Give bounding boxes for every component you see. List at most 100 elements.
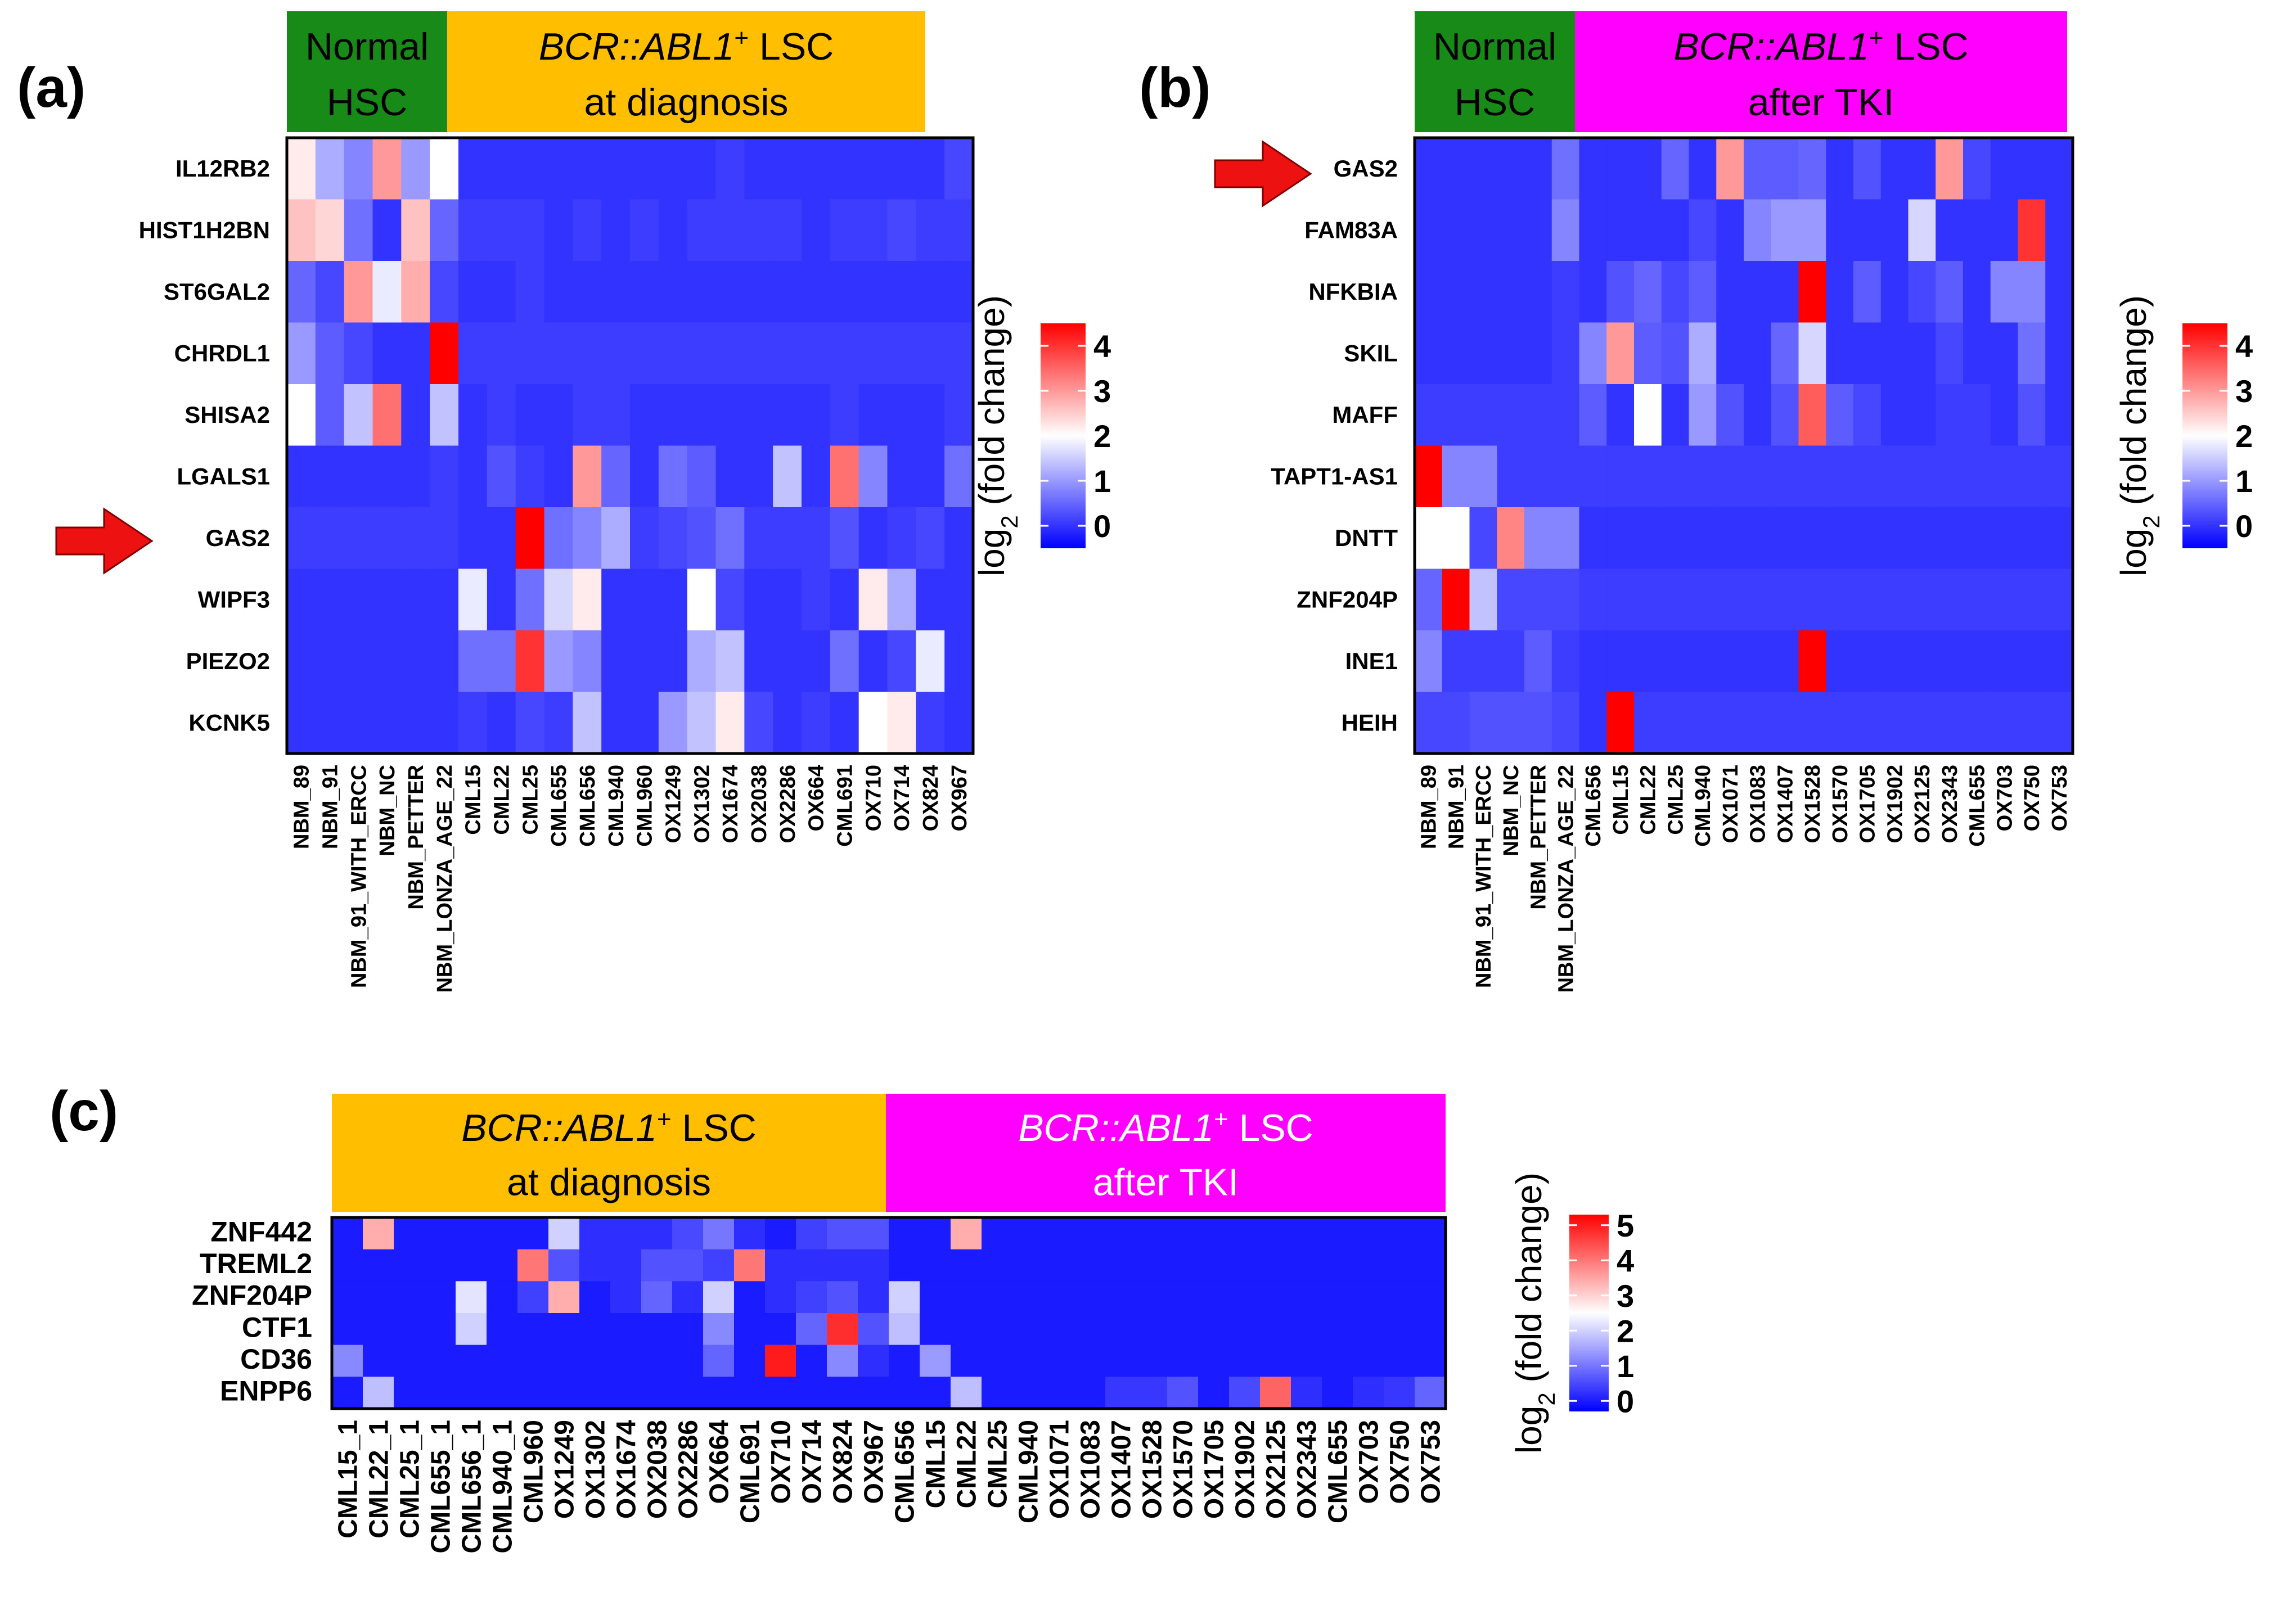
heatmap-cell	[1442, 445, 1470, 508]
heatmap-cell	[827, 1281, 858, 1314]
heatmap-cell	[630, 692, 659, 754]
heatmap-cell	[1606, 507, 1635, 570]
heatmap-cell	[658, 199, 688, 261]
heatmap-cell	[1716, 445, 1744, 508]
heatmap-cell	[1074, 1377, 1106, 1409]
heatmap-border	[330, 1216, 1447, 1410]
heatmap-cell	[1634, 692, 1662, 754]
heatmap-cell	[1353, 1313, 1384, 1346]
heatmap-cell	[1260, 1249, 1291, 1282]
heatmap-cell	[2045, 199, 2073, 261]
heatmap-cell	[2018, 569, 2046, 631]
heatmap-cell	[1012, 1313, 1044, 1346]
heatmap-cell	[858, 569, 888, 631]
heatmap-cell	[1606, 692, 1635, 754]
heatmap-cell	[1661, 199, 1690, 261]
column-label: OX967	[948, 765, 971, 831]
heatmap-cell	[1661, 507, 1690, 570]
heatmap-cell	[394, 1345, 425, 1377]
heatmap-cell	[1579, 569, 1607, 631]
heatmap-cell	[1136, 1249, 1168, 1282]
heatmap-cell	[1990, 138, 2019, 200]
heatmap-cell	[344, 138, 373, 200]
heatmap-cell	[1469, 261, 1497, 323]
column-label: CML940_1	[488, 1420, 517, 1553]
column-label: CML656	[576, 765, 600, 847]
heatmap-cell	[672, 1249, 704, 1282]
column-label: OX1071	[1719, 765, 1743, 843]
heatmap-cell	[1012, 1249, 1044, 1282]
heatmap-cell	[830, 138, 859, 200]
heatmap-cell	[344, 322, 373, 385]
heatmap-cell	[1551, 199, 1580, 261]
heatmap-cell	[802, 199, 831, 261]
group-title-line2: at diagnosis	[507, 1161, 711, 1204]
heatmap-cell	[372, 384, 402, 446]
heatmap-cell	[315, 569, 345, 631]
heatmap-cell	[1990, 507, 2019, 570]
legend-title: log2 (fold change)	[2113, 295, 2164, 576]
heatmap-cell	[315, 138, 345, 200]
row-label: CD36	[240, 1343, 312, 1375]
heatmap-cell	[920, 1377, 951, 1409]
heatmap-cell	[2018, 630, 2046, 693]
heatmap-cell	[744, 692, 773, 754]
heatmap-cell	[858, 1345, 889, 1377]
heatmap-cell	[1716, 199, 1744, 261]
heatmap-cell	[1105, 1249, 1137, 1282]
group-title-line1: BCR::ABL1+ LSC	[461, 1106, 757, 1150]
heatmap-cell	[544, 261, 573, 323]
heatmap-cell	[773, 507, 802, 570]
column-label: NBM_LONZA_AGE_22	[433, 765, 457, 993]
heatmap-cell	[1415, 261, 1443, 323]
heatmap-cell	[487, 569, 516, 631]
column-label: OX1570	[1829, 765, 1852, 843]
heatmap-cell	[744, 569, 773, 631]
heatmap-cell	[1606, 138, 1635, 200]
heatmap-cell	[1908, 261, 1936, 323]
heatmap-cell	[1105, 1377, 1137, 1409]
heatmap-cell	[802, 569, 831, 631]
heatmap-cell	[363, 1377, 394, 1409]
column-label: OX2125	[1911, 765, 1934, 843]
heatmap-cell	[1853, 569, 1882, 631]
heatmap-cell	[773, 630, 802, 693]
heatmap-cell	[1853, 445, 1882, 508]
heatmap-cell	[1469, 384, 1497, 446]
heatmap-cell	[1551, 384, 1580, 446]
heatmap-cell	[1716, 138, 1744, 200]
heatmap-cell	[1798, 261, 1826, 323]
heatmap-cell	[887, 630, 916, 693]
heatmap-cell	[1661, 445, 1690, 508]
heatmap-cell	[1442, 261, 1470, 323]
heatmap-cell	[672, 1377, 704, 1409]
heatmap-cell	[658, 261, 688, 323]
heatmap-cell	[1744, 138, 1772, 200]
heatmap-cell	[2018, 261, 2046, 323]
heatmap-cell	[344, 692, 373, 754]
heatmap-cell	[315, 630, 345, 693]
heatmap-cell	[1524, 692, 1552, 754]
heatmap-cell	[544, 138, 573, 200]
heatmap-cell	[1579, 384, 1607, 446]
row-label: PIEZO2	[186, 648, 270, 674]
heatmap-cell	[487, 322, 516, 385]
heatmap-cell	[2018, 199, 2046, 261]
heatmap-cell	[1689, 384, 1717, 446]
heatmap-cell	[401, 507, 430, 570]
heatmap-cell	[287, 569, 316, 631]
heatmap-cell	[1661, 692, 1690, 754]
heatmap-cell	[1497, 630, 1525, 693]
heatmap-cell	[715, 322, 745, 385]
heatmap-cell	[1229, 1217, 1261, 1250]
heatmap-cell	[1634, 445, 1662, 508]
heatmap-cell	[1880, 692, 1909, 754]
heatmap-cell	[1012, 1217, 1044, 1250]
heatmap-cell	[315, 692, 345, 754]
heatmap-cell	[344, 569, 373, 631]
heatmap-cell	[1661, 322, 1690, 385]
column-label: NBM_89	[290, 765, 314, 849]
heatmap-cell	[1606, 569, 1635, 631]
heatmap-cell	[1744, 322, 1772, 385]
heatmap-cell	[1661, 384, 1690, 446]
